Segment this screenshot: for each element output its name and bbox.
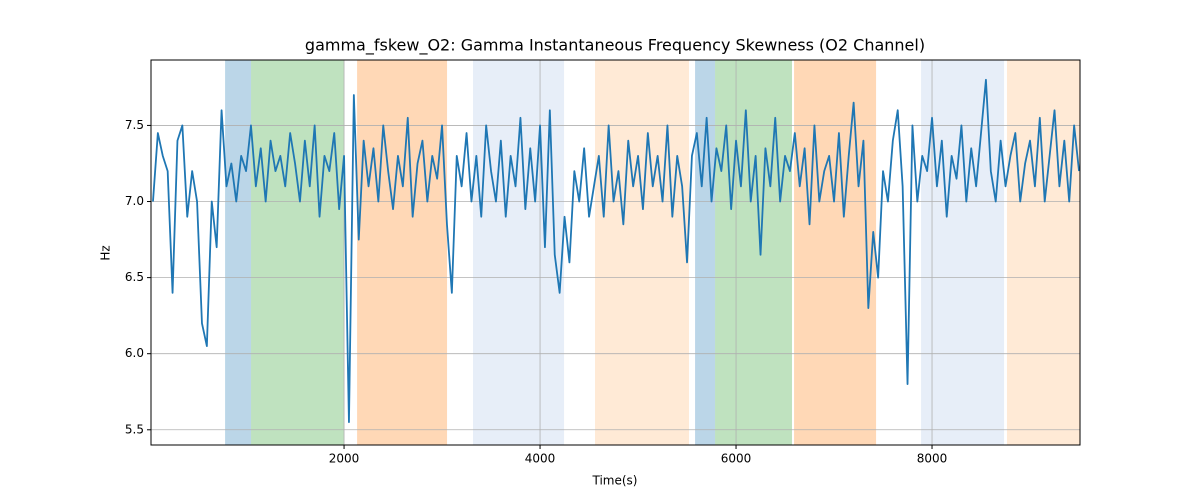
span — [695, 60, 716, 445]
y-tick-label: 5.5 — [125, 422, 144, 436]
y-tick-label: 6.0 — [125, 346, 144, 360]
x-tick-label: 4000 — [525, 452, 556, 466]
span — [794, 60, 877, 445]
span — [225, 60, 252, 445]
span — [595, 60, 689, 445]
x-tick-label: 8000 — [917, 452, 948, 466]
span — [921, 60, 1005, 445]
y-axis-label: Hz — [99, 245, 113, 260]
y-tick-label: 6.5 — [125, 270, 144, 284]
span — [251, 60, 345, 445]
y-tick-label: 7.5 — [125, 118, 144, 132]
line — [152, 78, 1080, 424]
x-axis-label: Time(s) — [592, 474, 638, 488]
span — [357, 60, 448, 445]
plot-frame — [150, 59, 1081, 446]
x-tick-label: 2000 — [329, 452, 360, 466]
span — [715, 60, 792, 445]
span — [1006, 60, 1080, 445]
x-tick-label: 6000 — [721, 452, 752, 466]
y-tick-label: 7.0 — [125, 194, 144, 208]
chart-title: gamma_fskew_O2: Gamma Instantaneous Freq… — [305, 36, 925, 56]
